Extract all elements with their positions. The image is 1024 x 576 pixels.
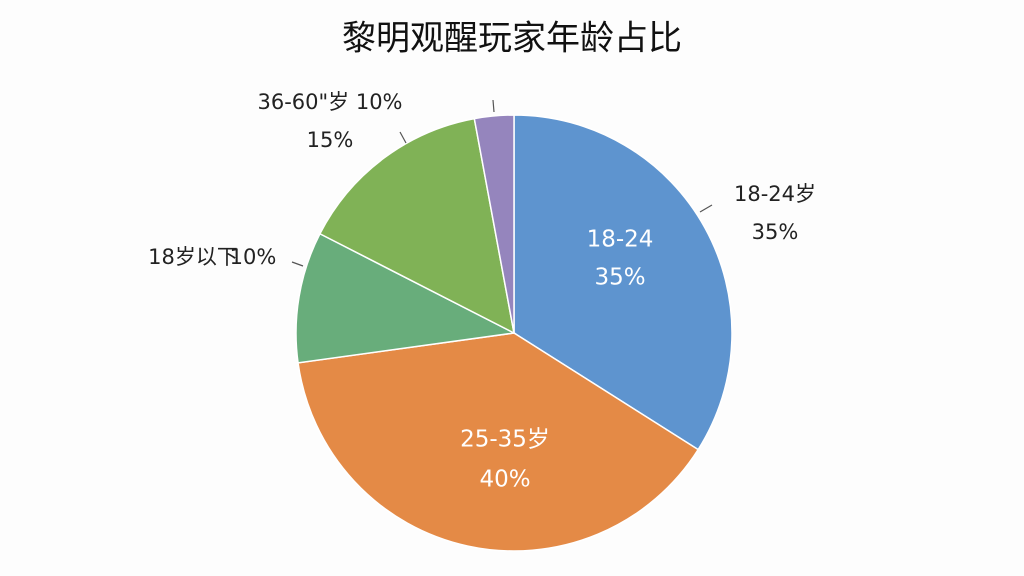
slice-label: 18-24岁	[734, 182, 816, 206]
leader-line	[492, 99, 495, 113]
value-label: 15%	[307, 128, 354, 152]
slice-label: 36-60"岁 10%	[257, 90, 402, 114]
inside-value-label: 35%	[594, 265, 645, 291]
slice-label: 18岁以下	[148, 245, 238, 269]
leader-line	[291, 261, 304, 267]
pie-slice	[513, 114, 733, 451]
pie-slice	[297, 332, 700, 552]
inside-label: 18-24	[587, 227, 654, 253]
pie-slice	[473, 114, 515, 334]
leader-line	[399, 131, 407, 144]
inside-value-label: 40%	[479, 467, 530, 493]
value-label: 10%	[230, 245, 277, 269]
pie-slice	[295, 232, 517, 364]
chart-title: 黎明观醒玩家年龄占比	[342, 19, 682, 59]
pie-slice	[318, 117, 516, 335]
value-label: 35%	[752, 220, 799, 244]
leader-line	[699, 204, 713, 213]
inside-label: 25-35岁	[460, 427, 550, 453]
